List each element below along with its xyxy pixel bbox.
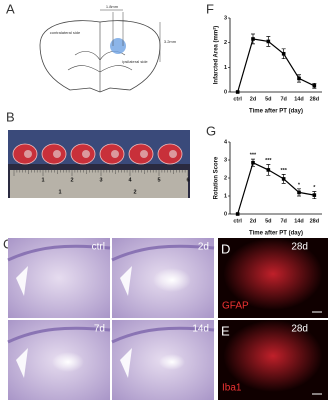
ventricle [16, 348, 28, 378]
tile-label: ctrl [92, 242, 105, 253]
ruler-number: 6 [186, 177, 189, 183]
x-tick-label: 5d [265, 96, 271, 102]
slice-core [140, 150, 148, 158]
ventricle [16, 266, 28, 296]
lesion [159, 354, 185, 370]
slice-core [169, 150, 177, 158]
y-axis-label: Rotation Score [214, 156, 220, 199]
tile-label: 2d [198, 242, 209, 253]
x-tick-label: 2d [250, 218, 256, 224]
x-tick-label: 14d [294, 96, 303, 102]
significance: *** [280, 168, 287, 174]
x-tick-label: ctrl [233, 96, 242, 102]
significance: * [298, 182, 301, 188]
significance: *** [250, 153, 257, 159]
x-tick-label: 5d [265, 218, 271, 224]
point [251, 160, 255, 165]
x-tick-label: 14d [294, 218, 303, 224]
point [235, 90, 240, 94]
ventricle [120, 266, 132, 296]
side-label: contralateral side [50, 30, 81, 35]
x-tick-label: 2d [250, 96, 256, 102]
stain-label: Iba1 [222, 383, 242, 394]
ruler-number: 5 [157, 177, 160, 183]
day-label: 28d [291, 324, 308, 335]
ruler-number: 3 [99, 177, 102, 183]
x-tick-label: ctrl [233, 218, 242, 224]
point [251, 37, 255, 41]
panel-label: B [6, 109, 15, 124]
corpus-callosum [111, 244, 215, 262]
panel-label: G [206, 123, 216, 138]
corpus-callosum [111, 326, 215, 344]
y-tick-label: 2 [224, 40, 227, 46]
line [237, 161, 315, 215]
lesion [52, 352, 84, 372]
tile-label: 14d [192, 324, 209, 335]
dimension-label: 1.8mm [106, 4, 119, 9]
slice-core [111, 150, 119, 158]
point [266, 168, 271, 172]
y-tick-label: 0 [224, 211, 227, 217]
stain-label: GFAP [222, 301, 249, 312]
y-axis-label: Infarcted Area (mm²) [213, 26, 220, 84]
ruler-number: 4 [128, 177, 132, 183]
fluorescence-image [218, 320, 328, 400]
y-tick-label: 1 [224, 65, 227, 71]
ventricle [120, 348, 132, 378]
lesion [153, 268, 191, 292]
y-tick-label: 1 [224, 193, 227, 199]
ruler-number: 2 [70, 177, 73, 183]
slice-core [82, 150, 90, 158]
x-tick-label: 28d [310, 218, 319, 224]
dimension-label: 3.2mm [164, 39, 177, 44]
significance: *** [265, 158, 272, 164]
point [312, 193, 317, 197]
panel-label: D [221, 241, 230, 256]
slice-core [53, 150, 61, 158]
x-axis-label: Time after PT (day) [249, 109, 303, 115]
y-tick-label: 3 [224, 157, 227, 163]
panel-label: F [206, 1, 214, 16]
x-axis-label: Time after PT (day) [249, 231, 303, 237]
x-tick-label: 28d [310, 96, 319, 102]
point [281, 51, 286, 56]
x-tick-label: 7d [280, 96, 286, 102]
point [297, 190, 301, 195]
slice-core [24, 150, 32, 158]
ruler [10, 170, 188, 198]
point [266, 39, 271, 44]
point [312, 84, 317, 88]
y-tick-label: 2 [224, 175, 227, 181]
tile-label: 7d [94, 324, 105, 335]
y-tick-label: 3 [224, 15, 227, 21]
corpus-callosum [7, 244, 111, 262]
y-tick-label: 4 [224, 139, 228, 145]
y-tick-label: 0 [224, 89, 227, 95]
corpus-callosum [7, 326, 111, 344]
panel-label: E [221, 323, 230, 338]
panel-label: C [3, 236, 12, 251]
fluorescence-image [218, 238, 328, 318]
ruler-number: 1 [58, 189, 61, 195]
ruler-number: 1 [41, 177, 44, 183]
point [297, 76, 301, 81]
significance: * [313, 185, 316, 191]
x-tick-label: 7d [280, 218, 286, 224]
lesion [110, 38, 126, 54]
day-label: 28d [291, 242, 308, 253]
ruler-number: 2 [133, 189, 136, 195]
panel-label: A [6, 1, 15, 16]
line [237, 38, 315, 93]
side-label: ipsilateral side [122, 59, 148, 64]
point [281, 177, 286, 181]
point [235, 212, 240, 216]
